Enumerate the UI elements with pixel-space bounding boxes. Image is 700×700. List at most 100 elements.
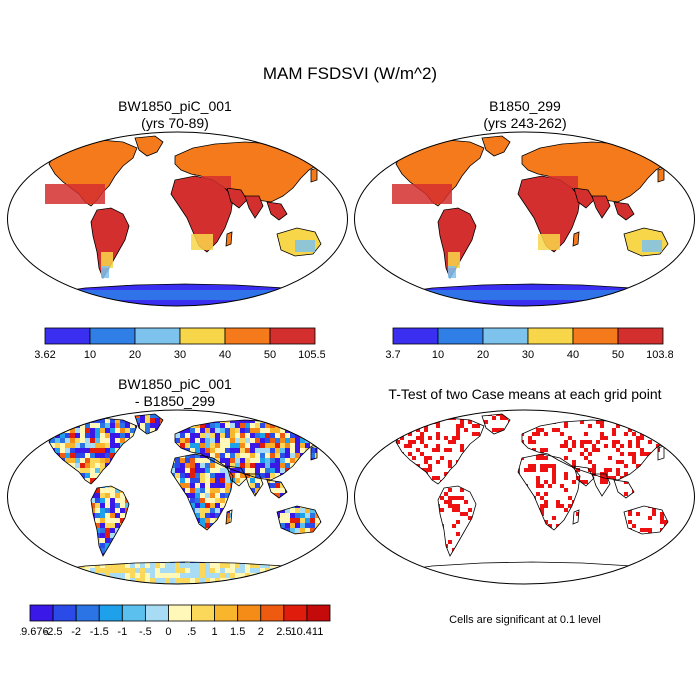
diff-cell bbox=[65, 548, 70, 553]
diff-cell bbox=[130, 433, 135, 438]
significant-cell bbox=[396, 476, 400, 480]
diff-cell bbox=[120, 423, 125, 428]
diff-cell bbox=[315, 493, 320, 498]
diff-cell bbox=[25, 423, 30, 428]
diff-cell bbox=[145, 483, 150, 488]
diff-cell bbox=[300, 463, 305, 468]
diff-cell bbox=[105, 538, 110, 543]
diff-cell bbox=[100, 433, 105, 438]
diff-cell bbox=[190, 468, 195, 473]
diff-cell bbox=[305, 578, 310, 583]
diff-cell bbox=[50, 443, 55, 448]
diff-cell bbox=[165, 453, 170, 458]
diff-cell bbox=[275, 478, 280, 483]
significant-cell bbox=[472, 568, 476, 572]
diff-cell bbox=[190, 523, 195, 528]
diff-cell bbox=[195, 468, 200, 473]
significant-cell bbox=[636, 544, 640, 548]
diff-cell bbox=[285, 423, 290, 428]
diff-cell bbox=[90, 423, 95, 428]
significant-cell bbox=[352, 496, 356, 500]
diff-cell bbox=[220, 498, 225, 503]
diff-cell bbox=[140, 583, 145, 584]
diff-cell bbox=[255, 414, 260, 418]
significant-cell bbox=[480, 456, 484, 460]
diff-cell bbox=[250, 414, 255, 418]
significant-cell bbox=[584, 440, 588, 444]
diff-cell bbox=[330, 483, 335, 488]
significant-cell bbox=[656, 544, 660, 548]
diff-cell bbox=[25, 413, 30, 418]
significant-cell bbox=[356, 560, 360, 564]
diff-cell bbox=[20, 408, 25, 413]
diff-cell bbox=[295, 414, 300, 418]
significant-cell bbox=[404, 500, 408, 504]
significant-cell bbox=[392, 432, 396, 436]
diff-cell bbox=[140, 553, 145, 558]
significant-cell bbox=[484, 540, 488, 544]
diff-cell bbox=[325, 468, 330, 473]
diff-cell bbox=[145, 538, 150, 543]
significant-cell bbox=[432, 584, 436, 586]
significant-cell bbox=[356, 532, 360, 536]
diff-cell bbox=[65, 488, 70, 493]
diff-cell bbox=[145, 418, 150, 423]
significant-cell bbox=[640, 472, 644, 476]
diff-cell bbox=[85, 414, 90, 418]
significant-cell bbox=[416, 572, 420, 576]
continent-seAsia bbox=[613, 201, 635, 221]
diff-cell bbox=[245, 583, 250, 584]
significant-cell bbox=[588, 500, 592, 504]
diff-cell bbox=[295, 563, 300, 568]
diff-cell bbox=[135, 523, 140, 528]
value-patch-2 bbox=[191, 234, 213, 250]
diff-cell bbox=[255, 468, 260, 473]
diff-cell bbox=[95, 498, 100, 503]
diff-cell bbox=[185, 568, 190, 573]
diff-cell bbox=[105, 458, 110, 463]
significant-cell bbox=[632, 416, 636, 420]
significant-cell bbox=[500, 576, 504, 580]
significant-cell bbox=[484, 552, 488, 556]
diff-cell bbox=[110, 518, 115, 523]
significant-cell bbox=[500, 408, 504, 412]
diff-cell bbox=[5, 558, 10, 563]
significant-cell bbox=[444, 448, 448, 452]
significant-cell bbox=[544, 456, 548, 460]
significant-cell bbox=[684, 452, 688, 456]
diff-cell bbox=[230, 458, 235, 463]
significant-cell bbox=[672, 568, 676, 572]
diff-cell bbox=[35, 458, 40, 463]
diff-cell bbox=[225, 448, 230, 453]
significant-cell bbox=[464, 428, 468, 432]
diff-cell bbox=[130, 463, 135, 468]
diff-cell bbox=[10, 543, 15, 548]
significant-cell bbox=[680, 480, 684, 484]
significant-cell bbox=[380, 456, 384, 460]
diff-cell bbox=[280, 518, 285, 523]
significant-cell bbox=[536, 552, 540, 556]
significant-cell bbox=[400, 580, 404, 584]
diff-cell bbox=[295, 483, 300, 488]
significant-cell bbox=[676, 416, 680, 420]
diff-cell bbox=[140, 418, 145, 423]
diff-cell bbox=[35, 438, 40, 443]
significant-cell bbox=[620, 528, 624, 532]
diff-cell bbox=[140, 458, 145, 463]
diff-cell bbox=[250, 478, 255, 483]
diff-cell bbox=[80, 543, 85, 548]
diff-cell bbox=[115, 568, 120, 573]
diff-cell bbox=[270, 428, 275, 433]
significant-cell bbox=[496, 508, 500, 512]
diff-cell bbox=[55, 533, 60, 538]
diff-cell bbox=[245, 563, 250, 568]
map-panel-c bbox=[5, 408, 348, 585]
diff-cell bbox=[185, 518, 190, 523]
diff-cell bbox=[325, 493, 330, 498]
diff-cell bbox=[150, 453, 155, 458]
value-patch-0 bbox=[448, 252, 460, 268]
significant-cell bbox=[644, 572, 648, 576]
diff-cell bbox=[235, 573, 240, 578]
diff-cell bbox=[110, 468, 115, 473]
diff-cell bbox=[10, 463, 15, 468]
